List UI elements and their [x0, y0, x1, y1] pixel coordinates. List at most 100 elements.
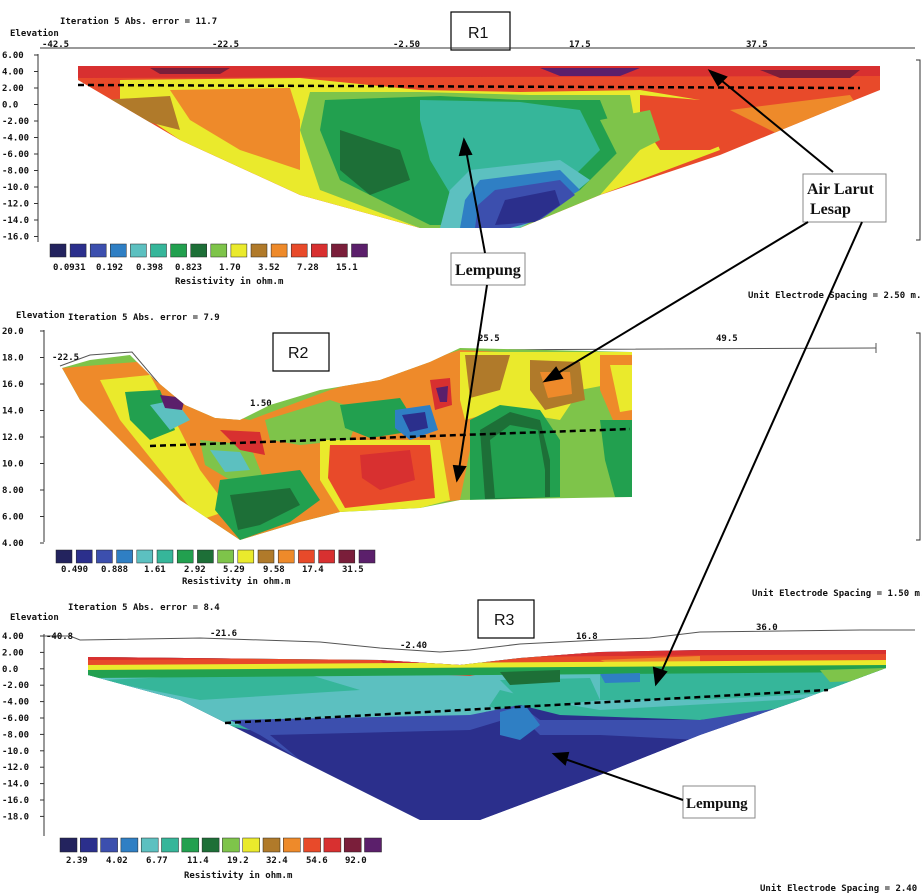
y-tick-label: 12.0	[2, 433, 24, 443]
legend-swatch	[290, 243, 308, 258]
legend-swatch	[358, 549, 376, 564]
legend-swatch	[140, 837, 159, 853]
legend-swatch	[222, 837, 240, 853]
r3-elevation-label: Elevation	[10, 612, 59, 623]
r2-xtick-2: 25.5	[478, 334, 500, 344]
r1-legend-value-4: 1.70	[219, 263, 241, 273]
r2-legend	[55, 549, 376, 564]
r2-legend-value-7: 31.5	[342, 565, 364, 575]
r3-legend-value-1: 4.02	[106, 856, 128, 866]
y-tick-label: -14.0	[2, 780, 29, 790]
legend-swatch	[110, 243, 127, 258]
r1-id: R1	[468, 25, 489, 42]
legend-swatch	[69, 243, 87, 258]
r3-legend-value-3: 11.4	[187, 856, 209, 866]
r3-id: R3	[494, 612, 515, 629]
r3-header: Iteration 5 Abs. error = 8.4	[68, 602, 220, 613]
r1-legend-value-5: 3.52	[258, 263, 280, 273]
legend-swatch	[130, 243, 147, 258]
r3-xtick-4: 36.0	[756, 623, 778, 633]
r3-legend	[59, 837, 382, 853]
legend-swatch	[59, 837, 78, 853]
y-tick-label: -8.00	[2, 730, 29, 740]
r1-legend-value-3: 0.823	[175, 263, 202, 273]
legend-swatch	[120, 837, 139, 853]
r2-legend-value-1: 0.888	[101, 565, 128, 575]
y-tick-label: 4.00	[2, 539, 24, 549]
legend-swatch	[190, 243, 207, 258]
y-tick-label: -6.00	[2, 714, 29, 724]
r2-legend-value-0: 0.490	[61, 565, 88, 575]
y-tick-label: -16.0	[2, 233, 29, 243]
r2-xtick-3: 49.5	[716, 334, 738, 344]
r1-legend-value-7: 15.1	[336, 263, 358, 273]
r2-dashed-boundary	[149, 427, 631, 448]
r3-topography	[44, 629, 915, 653]
legend-swatch	[161, 837, 179, 853]
y-tick-label: 0.0	[2, 665, 18, 675]
r1-legend-value-1: 0.192	[96, 263, 123, 273]
r3-dashed-boundary	[224, 688, 829, 725]
r2-xtick-0: -22.5	[52, 353, 79, 363]
y-tick-label: 14.0	[2, 407, 24, 417]
r2-legend-value-2: 1.61	[144, 565, 166, 575]
arrow-head-lempung-r2	[452, 464, 467, 483]
legend-swatch	[116, 549, 133, 564]
y-tick-label: -18.0	[2, 812, 29, 822]
legend-swatch	[283, 837, 301, 853]
r2-legend-value-5: 9.58	[263, 565, 285, 575]
legend-swatch	[298, 549, 315, 564]
y-tick-label: -14.0	[2, 216, 29, 226]
r1-xtick-2: -2.50	[393, 40, 420, 50]
y-tick-label: 4.00	[2, 632, 24, 642]
legend-swatch	[89, 243, 107, 258]
legend-swatch	[49, 243, 67, 258]
legend-swatch	[197, 549, 214, 564]
legend-swatch	[217, 549, 234, 564]
y-tick-label: 8.00	[2, 486, 24, 496]
legend-swatch	[170, 243, 187, 258]
legend-swatch	[136, 549, 154, 564]
legend-swatch	[270, 243, 288, 258]
legend-swatch	[80, 837, 98, 853]
r3-xtick-0: -40.8	[46, 632, 73, 642]
r1-elevation-label: Elevation	[10, 28, 59, 39]
y-tick-label: 0.0	[2, 101, 18, 111]
lempung-label-2: Lempung	[686, 796, 748, 812]
y-tick-label: 2.00	[2, 84, 24, 94]
r3-legend-value-6: 54.6	[306, 856, 328, 866]
r3-legend-value-5: 32.4	[266, 856, 288, 866]
y-tick-label: 18.0	[2, 354, 24, 364]
y-tick-label: -12.0	[2, 200, 29, 210]
y-tick-label: -10.0	[2, 747, 29, 757]
y-tick-label: -8.00	[2, 167, 29, 177]
r2-y-ticks: 20.0 18.0 16.0 14.0 12.0 10.0 8.00 6.00 4.00	[2, 327, 44, 549]
y-tick-label: 2.00	[2, 648, 24, 658]
legend-swatch	[364, 837, 382, 853]
y-tick-label: -12.0	[2, 763, 29, 773]
r1-legend-value-2: 0.398	[136, 263, 163, 273]
r3-legend-title: Resistivity in ohm.m	[184, 870, 293, 881]
legend-swatch	[331, 243, 348, 258]
r3-section	[88, 650, 886, 820]
legend-swatch	[96, 549, 113, 564]
r2-legend-value-3: 2.92	[184, 565, 206, 575]
lempung-label-1: Lempung	[455, 262, 521, 279]
r3-legend-value-0: 2.39	[66, 856, 88, 866]
arrow-head-r3	[652, 666, 668, 687]
legend-swatch	[318, 549, 335, 564]
r3-xtick-2: -2.40	[400, 641, 427, 651]
r1-header: Iteration 5 Abs. error = 11.7	[60, 16, 217, 27]
legend-swatch	[262, 837, 281, 853]
r2-header: Iteration 5 Abs. error = 7.9	[68, 312, 220, 323]
r3-legend-value-4: 19.2	[227, 856, 249, 866]
legend-swatch	[181, 837, 200, 853]
y-tick-label: -4.00	[2, 698, 29, 708]
legend-swatch	[237, 549, 255, 564]
r2-id-box	[272, 332, 330, 372]
legend-swatch	[323, 837, 342, 853]
r1-right-bracket	[916, 59, 921, 241]
arrow-head-r1	[707, 69, 728, 87]
arrow-head-lempung-r3	[551, 751, 570, 766]
y-tick-label: -2.00	[2, 117, 29, 127]
